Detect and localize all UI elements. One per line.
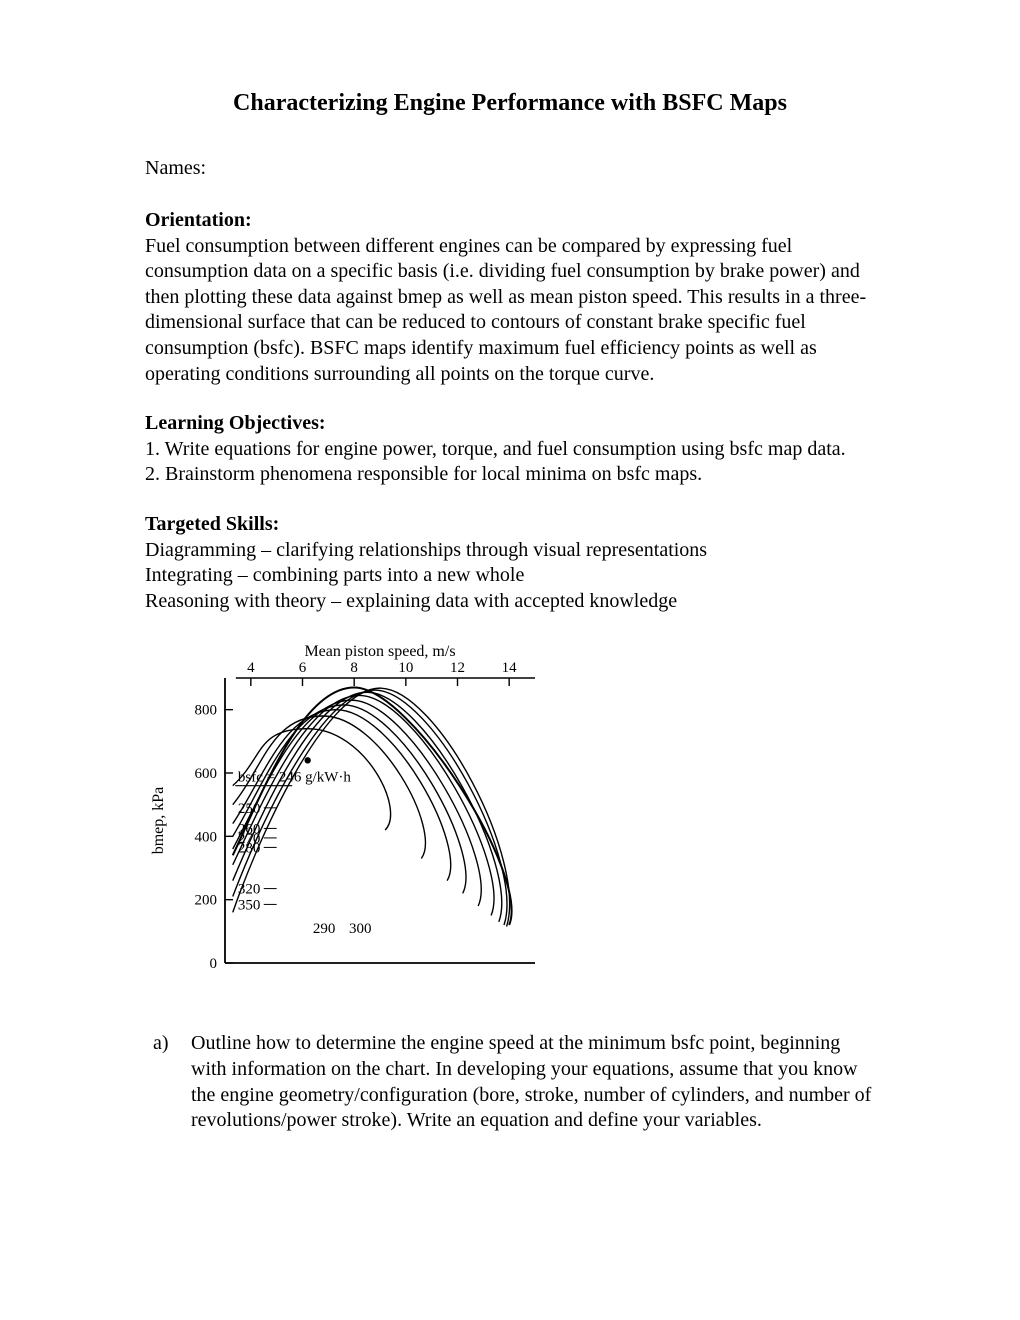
document-page: Characterizing Engine Performance with B… (0, 0, 1020, 1224)
svg-text:300: 300 (349, 921, 372, 937)
svg-text:14: 14 (502, 660, 517, 676)
skills-section: Targeted Skills: Diagramming – clarifyin… (145, 512, 875, 614)
svg-text:350: 350 (238, 898, 261, 914)
svg-text:290: 290 (313, 921, 336, 937)
question-a-body: Outline how to determine the engine spee… (191, 1031, 875, 1133)
svg-text:Mean piston speed, m/s: Mean piston speed, m/s (304, 643, 455, 660)
svg-text:280: 280 (238, 841, 261, 857)
skill-item: Integrating – combining parts into a new… (145, 564, 524, 586)
page-title: Characterizing Engine Performance with B… (145, 90, 875, 117)
orientation-head: Orientation: (145, 209, 252, 231)
svg-text:12: 12 (450, 660, 465, 676)
objectives-head: Learning Objectives: (145, 412, 326, 434)
svg-text:8: 8 (350, 660, 358, 676)
svg-text:200: 200 (195, 893, 218, 909)
objectives-section: Learning Objectives: 1. Write equations … (145, 411, 875, 488)
orientation-body: Fuel consumption between different engin… (145, 235, 866, 385)
names-field-label: Names: (145, 157, 875, 180)
orientation-section: Orientation: Fuel consumption between di… (145, 208, 875, 387)
question-a: a) Outline how to determine the engine s… (145, 1031, 875, 1133)
bsfc-chart-svg: Mean piston speed, m/s 4 6 8 10 12 14 0 200 400 60… (145, 638, 575, 998)
objective-item: 1. Write equations for engine power, tor… (145, 438, 846, 460)
svg-text:bsfc = 246 g/kW·h: bsfc = 246 g/kW·h (238, 770, 352, 786)
bsfc-chart: Mean piston speed, m/s 4 6 8 10 12 14 0 200 400 60… (145, 638, 875, 1003)
skill-item: Diagramming – clarifying relationships t… (145, 539, 707, 561)
svg-text:bmep, kPa: bmep, kPa (150, 787, 167, 855)
svg-text:800: 800 (195, 703, 218, 719)
question-a-label: a) (145, 1031, 191, 1133)
svg-text:250: 250 (238, 801, 261, 817)
svg-text:4: 4 (247, 660, 255, 676)
svg-text:10: 10 (398, 660, 413, 676)
skill-item: Reasoning with theory – explaining data … (145, 590, 677, 612)
skills-head: Targeted Skills: (145, 513, 279, 535)
objective-item: 2. Brainstorm phenomena responsible for … (145, 463, 702, 485)
svg-text:600: 600 (195, 766, 218, 782)
svg-text:400: 400 (195, 830, 218, 846)
svg-text:0: 0 (210, 956, 218, 972)
svg-text:6: 6 (299, 660, 307, 676)
svg-text:320: 320 (238, 882, 261, 898)
